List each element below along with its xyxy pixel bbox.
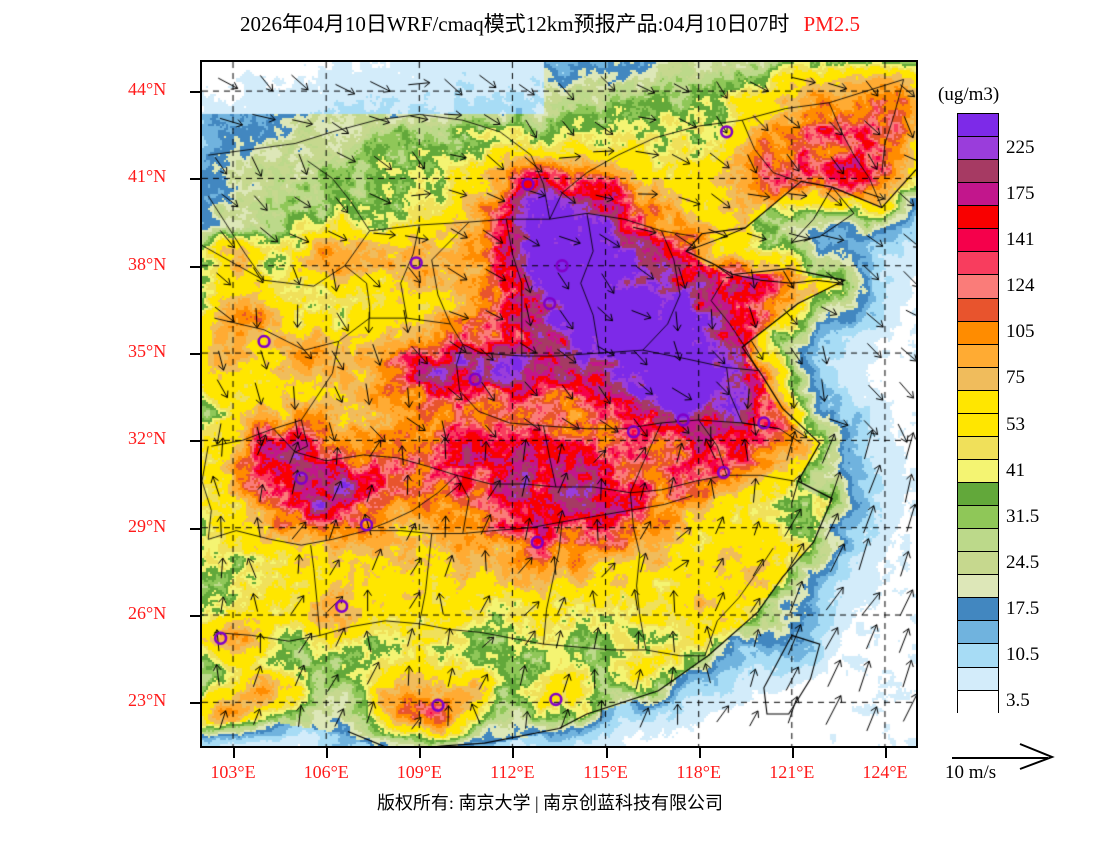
colorbar-band bbox=[958, 137, 998, 161]
lat-axis-label: 23°N bbox=[128, 690, 167, 711]
lat-axis-tick bbox=[190, 265, 202, 268]
colorbar-band bbox=[958, 275, 998, 299]
title-species-label: PM2.5 bbox=[803, 12, 861, 36]
colorbar-band bbox=[958, 621, 998, 645]
colorbar-band bbox=[958, 160, 998, 184]
lat-axis-tick bbox=[190, 178, 202, 181]
colorbar-tick-label: 141 bbox=[1006, 228, 1035, 250]
colorbar-tick-label: 10.5 bbox=[1006, 644, 1040, 666]
colorbar-band bbox=[958, 367, 998, 391]
lon-axis-label: 115°E bbox=[583, 762, 628, 782]
lon-axis-tick bbox=[884, 748, 887, 758]
colorbar-band bbox=[958, 483, 998, 507]
colorbar[interactable] bbox=[957, 113, 999, 714]
colorbar-band bbox=[958, 598, 998, 622]
colorbar-tick-label: 24.5 bbox=[1006, 552, 1040, 573]
lon-axis-tick bbox=[233, 748, 236, 758]
lat-axis-tick bbox=[190, 440, 202, 443]
map-raster-canvas[interactable] bbox=[202, 62, 916, 746]
lat-axis-label: 44°N bbox=[128, 79, 167, 100]
wind-scale-label: 10 m/s bbox=[945, 762, 997, 783]
colorbar-band bbox=[958, 667, 998, 691]
lon-axis-label: 106°E bbox=[303, 762, 349, 782]
colorbar-band bbox=[958, 183, 998, 207]
colorbar-band bbox=[958, 344, 998, 368]
wind-scale-arrow-icon bbox=[952, 743, 1055, 770]
lon-axis-tick bbox=[698, 748, 701, 758]
lat-axis-label: 29°N bbox=[128, 515, 167, 536]
lon-axis-label: 124°E bbox=[862, 762, 908, 782]
lat-axis-tick bbox=[190, 702, 202, 705]
lat-axis-label: 32°N bbox=[128, 428, 167, 449]
colorbar-tick-label: 31.5 bbox=[1006, 505, 1040, 527]
lat-axis-label: 38°N bbox=[128, 253, 167, 274]
lon-axis-tick bbox=[791, 748, 794, 758]
colorbar-tick-label: 53 bbox=[1006, 413, 1025, 435]
lon-axis-tick bbox=[419, 748, 422, 758]
lat-axis-label: 35°N bbox=[128, 341, 167, 362]
title-main-text: 2026年04月10日WRF/cmaq模式12km预报产品:04月10日07时 bbox=[239, 12, 790, 36]
page-title: 2026年04月10日WRF/cmaq模式12km预报产品:04月10日07时 P… bbox=[0, 8, 1100, 38]
colorbar-band bbox=[958, 298, 998, 322]
lat-axis-label: 41°N bbox=[128, 166, 167, 187]
colorbar-tick-label: 225 bbox=[1006, 136, 1035, 158]
colorbar-band bbox=[958, 644, 998, 668]
colorbar-band bbox=[958, 552, 998, 576]
lon-axis-label: 103°E bbox=[210, 762, 256, 782]
lon-axis-tick bbox=[326, 748, 329, 758]
colorbar-band bbox=[958, 413, 998, 437]
lon-axis-label: 121°E bbox=[769, 762, 815, 782]
copyright-footer: 版权所有: 南京大学 | 南京创蓝科技有限公司 bbox=[376, 793, 724, 813]
colorbar-band bbox=[958, 459, 998, 483]
lon-axis-tick bbox=[605, 748, 608, 758]
lon-axis-tick bbox=[512, 748, 515, 758]
colorbar-band bbox=[958, 690, 998, 714]
colorbar-tick-label: 175 bbox=[1006, 182, 1035, 204]
colorbar-band bbox=[958, 575, 998, 599]
colorbar-tick-label: 41 bbox=[1006, 459, 1025, 481]
colorbar-band bbox=[958, 390, 998, 414]
colorbar-tick-label: 17.5 bbox=[1006, 598, 1040, 620]
forecast-map[interactable] bbox=[200, 60, 918, 748]
colorbar-band bbox=[958, 114, 998, 138]
colorbar-band bbox=[958, 229, 998, 253]
colorbar-band bbox=[958, 436, 998, 460]
colorbar-band bbox=[958, 252, 998, 276]
colorbar-tick-label: 3.5 bbox=[1006, 690, 1030, 712]
colorbar-band bbox=[958, 529, 998, 553]
lon-axis-label: 112°E bbox=[490, 762, 535, 782]
lon-axis-label: 109°E bbox=[396, 762, 442, 782]
lat-axis-tick bbox=[190, 527, 202, 530]
lat-axis-tick bbox=[190, 615, 202, 618]
colorbar-band bbox=[958, 321, 998, 345]
lat-axis-tick bbox=[190, 353, 202, 356]
colorbar-tick-label: 75 bbox=[1006, 367, 1025, 389]
lon-axis-label: 118°E bbox=[676, 762, 721, 782]
colorbar-tick-label: 124 bbox=[1006, 275, 1035, 297]
lat-axis-label: 26°N bbox=[128, 603, 167, 624]
colorbar-units-label: (ug/m3) bbox=[938, 84, 1000, 105]
colorbar-tick-label: 105 bbox=[1006, 321, 1035, 343]
colorbar-band bbox=[958, 206, 998, 230]
colorbar-band bbox=[958, 506, 998, 530]
lat-axis-tick bbox=[190, 91, 202, 94]
